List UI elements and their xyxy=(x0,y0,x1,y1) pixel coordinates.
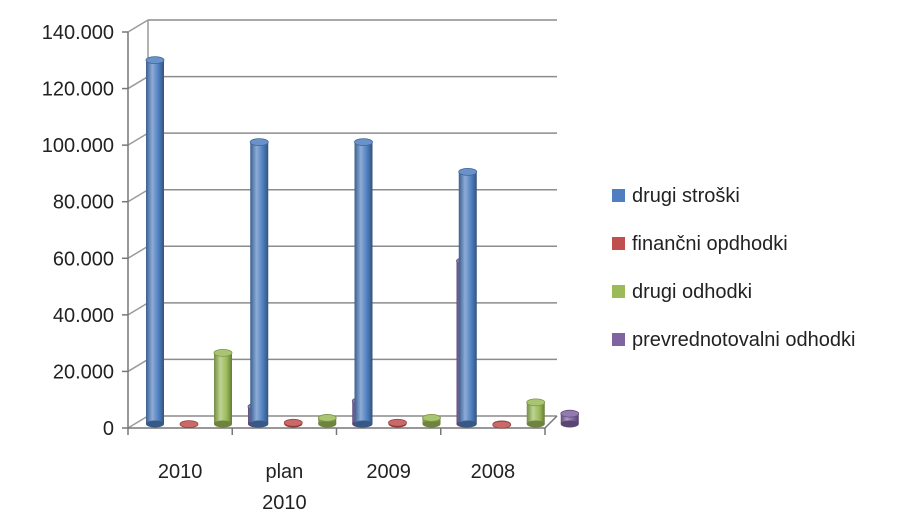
y-tick-label: 140.000 xyxy=(42,22,114,44)
legend-label: drugi stroški xyxy=(632,185,740,207)
bar-top xyxy=(561,410,579,417)
bar xyxy=(561,410,579,427)
y-tick-labels: 0 20.000 40.000 60.000 80.000 100.000 120.000 1… xyxy=(42,22,114,440)
gridline-diag xyxy=(128,133,148,145)
bar-top xyxy=(284,419,302,426)
bars xyxy=(146,57,579,429)
x-tick-label: plan xyxy=(265,461,303,483)
gridline-diag xyxy=(128,77,148,89)
bar-top xyxy=(250,139,268,146)
bar-top xyxy=(493,421,511,428)
x-tick-labels: 2010 plan 2010 2009 2008 xyxy=(158,461,515,513)
gridline-diag xyxy=(128,246,148,258)
bar xyxy=(250,139,268,428)
bar xyxy=(423,414,441,427)
bar-body xyxy=(214,353,232,424)
x-tick-label: 2010 xyxy=(158,461,203,483)
legend: drugi stroški finančni opdhodki drugi odho… xyxy=(612,185,856,351)
y-tick-label: 80.000 xyxy=(53,192,114,214)
x-tick-label: 2009 xyxy=(366,461,411,483)
bar xyxy=(214,349,232,427)
bar-base xyxy=(459,421,477,428)
legend-swatch xyxy=(612,237,625,250)
bar-body xyxy=(146,60,164,424)
y-tick-label: 0 xyxy=(103,418,114,440)
legend-label: finančni opdhodki xyxy=(632,233,788,255)
bar-base xyxy=(561,421,579,428)
legend-label: prevrednotovalni odhodki xyxy=(632,329,856,351)
y-tick-label: 120.000 xyxy=(42,79,114,101)
gridline-diag xyxy=(128,20,148,32)
bar xyxy=(180,421,198,428)
axes xyxy=(128,20,557,435)
bar-body xyxy=(250,142,268,424)
y-tick-label: 100.000 xyxy=(42,135,114,157)
bar-base xyxy=(250,421,268,428)
y-tick-label: 60.000 xyxy=(53,248,114,270)
gridline-diag xyxy=(128,359,148,371)
bar-top xyxy=(527,399,545,406)
bar-base xyxy=(527,421,545,428)
bar-top xyxy=(459,168,477,175)
y-tick-label: 20.000 xyxy=(53,361,114,383)
y-tick-label: 40.000 xyxy=(53,305,114,327)
bar-top xyxy=(355,139,373,146)
bar xyxy=(146,57,164,428)
bar xyxy=(284,419,302,427)
x-axis-diag xyxy=(545,416,557,428)
bar xyxy=(493,421,511,429)
bar-top xyxy=(318,414,336,421)
legend-swatch xyxy=(612,285,625,298)
bar xyxy=(389,419,407,427)
gridline-diag xyxy=(128,303,148,315)
bar-top xyxy=(180,421,198,428)
bar-top xyxy=(146,57,164,64)
bar xyxy=(459,168,477,427)
x-tick-label: 2008 xyxy=(471,461,516,483)
gridline-diag xyxy=(128,190,148,202)
bar-base xyxy=(355,421,373,428)
bar-top xyxy=(214,349,232,356)
x-tick-label: 2010 xyxy=(262,492,307,513)
bar-body xyxy=(459,172,477,424)
bar xyxy=(318,414,336,427)
bar-base xyxy=(146,421,164,428)
legend-swatch xyxy=(612,333,625,346)
legend-swatch xyxy=(612,189,625,202)
bar-body xyxy=(355,142,373,424)
gridlines xyxy=(122,20,557,428)
gridline-diag xyxy=(128,416,148,428)
bar-base xyxy=(214,421,232,428)
bar-top xyxy=(389,419,407,426)
legend-label: drugi odhodki xyxy=(632,281,752,303)
bar xyxy=(355,139,373,428)
bar-top xyxy=(423,414,441,421)
bar xyxy=(527,399,545,428)
